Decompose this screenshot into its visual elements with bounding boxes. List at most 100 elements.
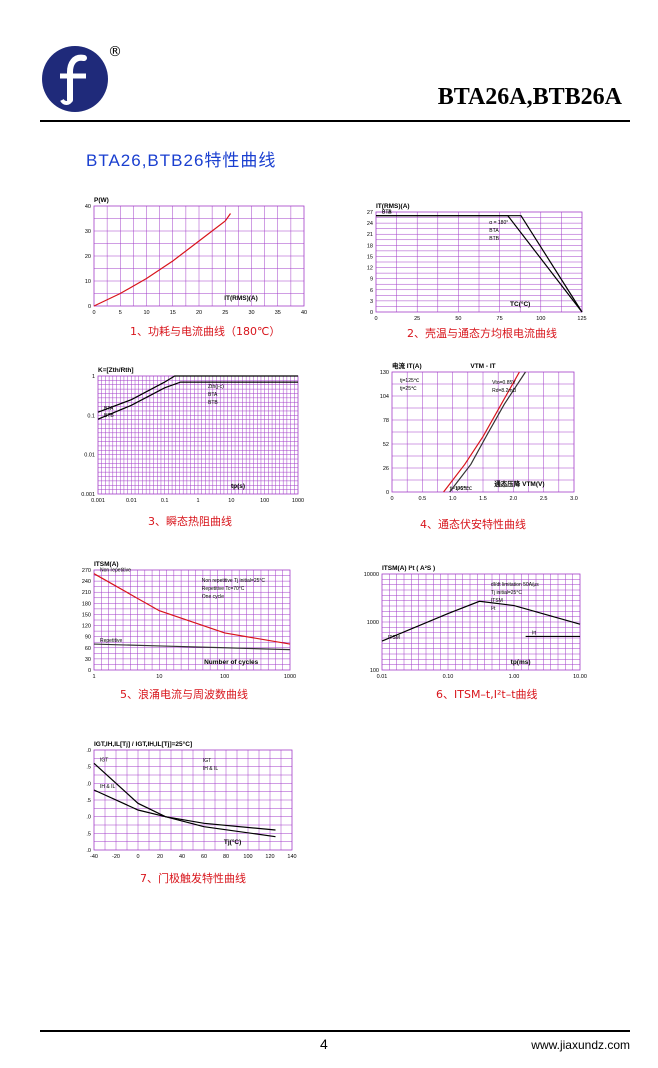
x-axis-label: TC(°C) [510, 300, 530, 308]
x-tick-label: 20 [157, 854, 163, 860]
x-axis-label: Tj(°C) [224, 838, 241, 846]
series-label: Repetitive [100, 638, 122, 644]
y-tick-label: 78 [383, 418, 389, 424]
x-tick-label: 75 [497, 316, 503, 322]
y-tick-label: 0.001 [81, 492, 95, 498]
chart-annotation: I²t [491, 606, 496, 612]
series-label: tj=25℃ [456, 486, 473, 492]
y-tick-label: 20 [85, 254, 91, 260]
x-tick-label: 0 [390, 496, 393, 502]
y-tick-label: 21 [367, 232, 373, 238]
y-tick-label: 150 [82, 612, 91, 618]
y-tick-label: .0 [86, 748, 91, 754]
y-axis-label: IT(RMS)(A) [376, 203, 410, 210]
x-tick-label: 60 [201, 854, 207, 860]
x-tick-label: 100 [243, 854, 252, 860]
y-tick-label: 15 [367, 254, 373, 260]
y-tick-label: 104 [380, 394, 389, 400]
chart-annotation: dI/dt limitation 50A/μs [491, 582, 539, 588]
y-tick-label: 0 [386, 490, 389, 496]
y-axis-label: ITSM(A) [94, 561, 119, 568]
series-label: BTA [382, 210, 392, 216]
x-axis-label: tp(ms) [511, 659, 531, 666]
y-tick-label: 26 [383, 466, 389, 472]
chart-annotation: ITSM [491, 598, 503, 604]
y-tick-label: 9 [370, 277, 373, 283]
x-tick-label: 0 [92, 310, 95, 316]
y-tick-label: 52 [383, 442, 389, 448]
chart-title: VTM - IT [470, 363, 495, 370]
y-tick-label: .5 [86, 765, 91, 771]
x-tick-label: 0 [374, 316, 377, 322]
y-tick-label: 10000 [364, 572, 379, 578]
chart-annotation: Rd=8.2mΩ [492, 388, 516, 394]
x-tick-label: 2.0 [510, 496, 518, 502]
x-tick-label: 1 [92, 674, 95, 680]
y-tick-label: 0.01 [84, 453, 95, 459]
x-tick-label: 140 [287, 854, 296, 860]
y-tick-label: 130 [380, 370, 389, 376]
x-axis-label: tp(s) [231, 483, 245, 490]
x-tick-label: 50 [455, 316, 461, 322]
x-tick-label: 0 [136, 854, 139, 860]
y-tick-label: 180 [82, 601, 91, 607]
y-tick-label: 18 [367, 243, 373, 249]
y-tick-label: 12 [367, 266, 373, 272]
y-tick-label: .0 [86, 781, 91, 787]
y-tick-label: 30 [85, 229, 91, 235]
x-tick-label: 15 [170, 310, 176, 316]
chart-annotation: α = 180° [489, 220, 508, 226]
x-tick-label: 0.01 [377, 674, 388, 680]
series-line [381, 600, 581, 642]
series-label: BTB [104, 413, 114, 419]
y-tick-label: 40 [85, 204, 91, 210]
x-tick-label: 0.1 [161, 498, 169, 504]
chart-annotation: Non repetitive Tj initial=25°C [202, 578, 266, 584]
y-tick-label: 0.1 [87, 413, 95, 419]
series-line [93, 573, 291, 645]
series-label: BTB [382, 210, 392, 216]
header-divider [40, 120, 630, 122]
x-tick-label: 0.10 [443, 674, 454, 680]
x-tick-label: 1000 [292, 498, 304, 504]
footer-divider [40, 1030, 630, 1032]
x-tick-label: 10.00 [573, 674, 587, 680]
series-label: I²t [532, 630, 537, 636]
y-tick-label: 1000 [367, 620, 379, 626]
y-tick-label: 120 [82, 624, 91, 630]
x-axis-label: IT(RMS)(A) [224, 295, 258, 302]
y-axis-label: P(W) [94, 197, 109, 204]
y-tick-label: 0 [88, 304, 91, 310]
x-tick-label: 1 [196, 498, 199, 504]
y-tick-label: .5 [86, 831, 91, 837]
y-tick-label: 24 [367, 221, 373, 227]
x-tick-label: 80 [223, 854, 229, 860]
x-tick-label: 100 [536, 316, 545, 322]
y-tick-label: 100 [370, 668, 379, 674]
chart-annotation: Zth(j-c) [208, 384, 224, 390]
series-line [449, 371, 526, 493]
website-link[interactable]: www.jiaxundz.com [531, 1038, 630, 1052]
x-axis-label: Number of cycles [204, 659, 259, 666]
x-tick-label: 25 [222, 310, 228, 316]
series-line [97, 381, 298, 420]
caption-fig6: 6、ITSM–t,I²t–t曲线 [436, 688, 538, 701]
y-tick-label: .0 [86, 815, 91, 821]
series-line [443, 371, 520, 493]
chart-transient-thermal: 0.001 0.01 0.1 1 10 100 10000.0010.010.11K=[Zt… [81, 367, 304, 504]
chart-gate-trigger: -40 -20 0 20 40 60 80 100 120 140.0.5.0.5.0.5.0IG… [86, 740, 296, 860]
x-tick-label: 30 [248, 310, 254, 316]
caption-fig3: 3、瞬态热阻曲线 [148, 515, 232, 528]
caption-fig1: 1、功耗与电流曲线（180℃） [130, 325, 281, 338]
y-tick-label: 0 [88, 668, 91, 674]
y-tick-label: 27 [367, 210, 373, 216]
y-axis-label: 电流 IT(A) [392, 361, 422, 370]
legend-entry: tj=125℃ [400, 378, 420, 384]
y-tick-label: 240 [82, 579, 91, 585]
x-tick-label: 2.5 [540, 496, 548, 502]
x-tick-label: 20 [196, 310, 202, 316]
